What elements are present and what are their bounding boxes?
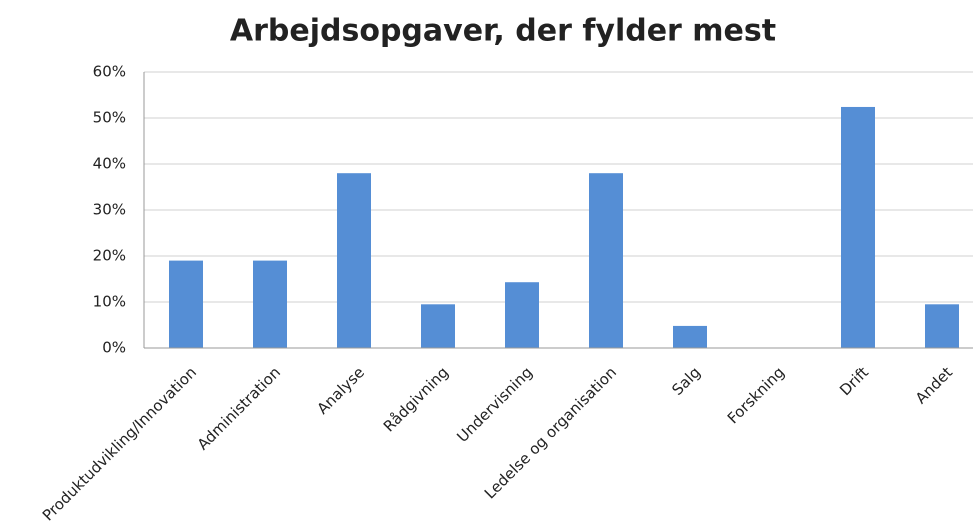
x-tick-label: Undervisning [453,363,536,446]
bar [673,325,707,348]
bar [925,304,959,348]
x-tick-label: Salg [668,363,704,399]
y-tick-label: 0% [102,339,126,357]
y-tick-label: 50% [93,109,126,127]
bar [337,173,371,348]
x-tick-label: Andet [912,363,956,407]
y-tick-label: 30% [93,201,126,219]
bar [169,260,203,348]
bar [421,304,455,348]
chart-title: Arbejdsopgaver, der fylder mest [230,14,776,49]
x-tick-label: Drift [836,363,872,399]
x-tick-label: Produktudvikling/Innovation [39,363,200,524]
y-tick-label: 60% [93,63,126,81]
bar [841,106,875,349]
bar [505,282,539,348]
x-tick-label: Rådgivning [380,363,452,435]
bar [253,260,287,348]
x-tick-label: Forskning [724,363,788,427]
bar [589,173,623,348]
x-tick-label: Administration [194,363,284,453]
x-tick-label: Analyse [314,363,368,417]
y-tick-label: 20% [93,247,126,265]
y-tick-label: 10% [93,293,126,311]
y-tick-label: 40% [93,155,126,173]
